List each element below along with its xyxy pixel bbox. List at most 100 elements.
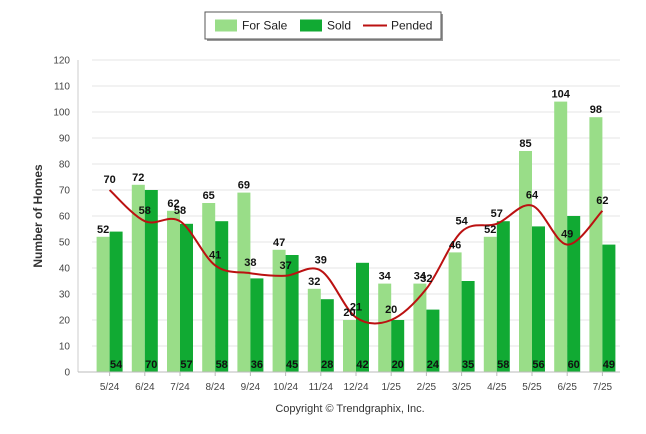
- x-tick-label: 2/25: [417, 382, 437, 393]
- y-tick-label: 60: [59, 212, 71, 223]
- sold-bar: [461, 281, 475, 372]
- y-axis-title: Number of Homes: [31, 164, 45, 268]
- x-tick-label: 12/24: [343, 382, 368, 393]
- pended-value-label: 64: [526, 190, 539, 202]
- y-tick-label: 0: [64, 368, 70, 379]
- for-sale-bar: [343, 320, 356, 372]
- for-sale-bar: [131, 184, 145, 372]
- data-labels: 52 54 72 70 62 57 65 58 69 36 47 45 32 28 20 42 34 20 34 24…: [97, 89, 615, 371]
- for-sale-bar: [519, 151, 532, 372]
- pended-value-label: 41: [209, 249, 221, 261]
- pended-value-label: 58: [174, 205, 186, 217]
- for-sale-value-label: 32: [308, 276, 320, 288]
- sold-value-label: 36: [251, 359, 263, 371]
- for-sale-bar: [307, 288, 321, 372]
- pended-value-label: 32: [420, 273, 432, 285]
- sold-bar: [285, 255, 299, 372]
- legend-box: [204, 11, 442, 40]
- sold-value-label: 57: [180, 359, 192, 371]
- pended-value-label: 57: [491, 208, 503, 220]
- for-sale-bar: [272, 249, 286, 372]
- for-sale-value-label: 52: [97, 224, 109, 236]
- sold-value-label: 45: [286, 359, 298, 371]
- sold-bar: [496, 221, 510, 372]
- pended-value-label: 49: [561, 229, 573, 241]
- sold-bar: [215, 221, 229, 372]
- legend-label-pended: Pended: [391, 19, 432, 33]
- x-tick-label: 6/24: [135, 382, 155, 393]
- axes: 0 10 20 30 40 50 60 70 80 90 100 110 120 5/24 6/24 7/24…: [53, 56, 620, 393]
- pended-value-label: 62: [596, 195, 608, 207]
- for-sale-bar: [554, 101, 568, 372]
- for-sale-bar: [237, 192, 251, 372]
- sold-bar: [250, 278, 264, 372]
- sold-value-label: 60: [568, 359, 580, 371]
- pended-value-label: 54: [455, 216, 468, 228]
- sold-value-label: 20: [392, 359, 404, 371]
- for-sale-value-label: 47: [273, 237, 285, 249]
- sold-bar: [356, 262, 369, 372]
- sold-value-label: 24: [427, 359, 440, 371]
- sold-value-label: 28: [321, 359, 333, 371]
- copyright-credit: Copyright © Trendgraphix, Inc.: [275, 403, 424, 415]
- x-tick-label: 6/25: [557, 382, 577, 393]
- for-sale-value-label: 34: [414, 271, 427, 283]
- x-tick-label: 10/24: [273, 382, 298, 393]
- y-tick-label: 110: [54, 82, 70, 93]
- sold-value-label: 54: [110, 359, 123, 371]
- for-sale-value-label: 65: [203, 190, 215, 202]
- bars: [96, 101, 616, 372]
- pended-value-label: 38: [244, 257, 256, 269]
- x-tick-label: 9/24: [241, 382, 261, 393]
- y-tick-label: 20: [59, 316, 71, 327]
- x-tick-label: 4/25: [487, 382, 507, 393]
- sold-bar: [532, 226, 545, 372]
- pended-line: [108, 189, 604, 325]
- for-sale-value-label: 69: [238, 180, 250, 192]
- x-tick-label: 3/25: [452, 382, 472, 393]
- y-tick-label: 100: [53, 108, 70, 119]
- y-tick-label: 70: [59, 186, 71, 197]
- for-sale-value-label: 98: [590, 104, 602, 116]
- for-sale-bar: [483, 236, 497, 372]
- sold-bar: [426, 309, 440, 372]
- y-tick-label: 30: [59, 290, 71, 301]
- sold-value-label: 35: [462, 359, 474, 371]
- sold-value-label: 58: [216, 359, 228, 371]
- x-tick-label: 5/25: [522, 382, 542, 393]
- pended-value-label: 39: [315, 255, 327, 267]
- sold-bar: [567, 216, 581, 372]
- sold-bar: [109, 231, 123, 372]
- legend-swatch-sold: [300, 19, 322, 32]
- for-sale-value-label: 62: [167, 198, 179, 210]
- y-tick-label: 90: [59, 134, 71, 145]
- pended-value-label: 58: [139, 205, 151, 217]
- pended-value-label: 20: [385, 304, 397, 316]
- for-sale-bar: [448, 252, 462, 372]
- x-tick-label: 1/25: [381, 382, 401, 393]
- for-sale-value-label: 34: [379, 271, 392, 283]
- for-sale-bar: [378, 283, 392, 372]
- sold-bar: [144, 190, 158, 372]
- legend-swatch-for-sale: [215, 19, 237, 32]
- sold-value-label: 58: [497, 359, 509, 371]
- sold-value-label: 56: [532, 359, 544, 371]
- for-sale-bar: [167, 210, 180, 372]
- for-sale-bar: [589, 117, 603, 372]
- sold-bar: [391, 320, 405, 372]
- pended-series-line: [108, 189, 604, 325]
- legend: For Sale Sold Pended: [204, 11, 443, 41]
- y-tick-label: 120: [53, 56, 70, 67]
- for-sale-value-label: 46: [449, 239, 461, 251]
- for-sale-value-label: 52: [484, 224, 496, 236]
- x-tick-label: 7/25: [593, 382, 613, 393]
- for-sale-bar: [413, 283, 427, 372]
- sold-value-label: 49: [603, 359, 615, 371]
- pended-value-label: 37: [279, 260, 291, 272]
- x-tick-label: 8/24: [205, 382, 225, 393]
- pended-value-label: 70: [103, 174, 115, 186]
- pended-value-label: 21: [350, 301, 362, 313]
- for-sale-bar: [96, 236, 110, 372]
